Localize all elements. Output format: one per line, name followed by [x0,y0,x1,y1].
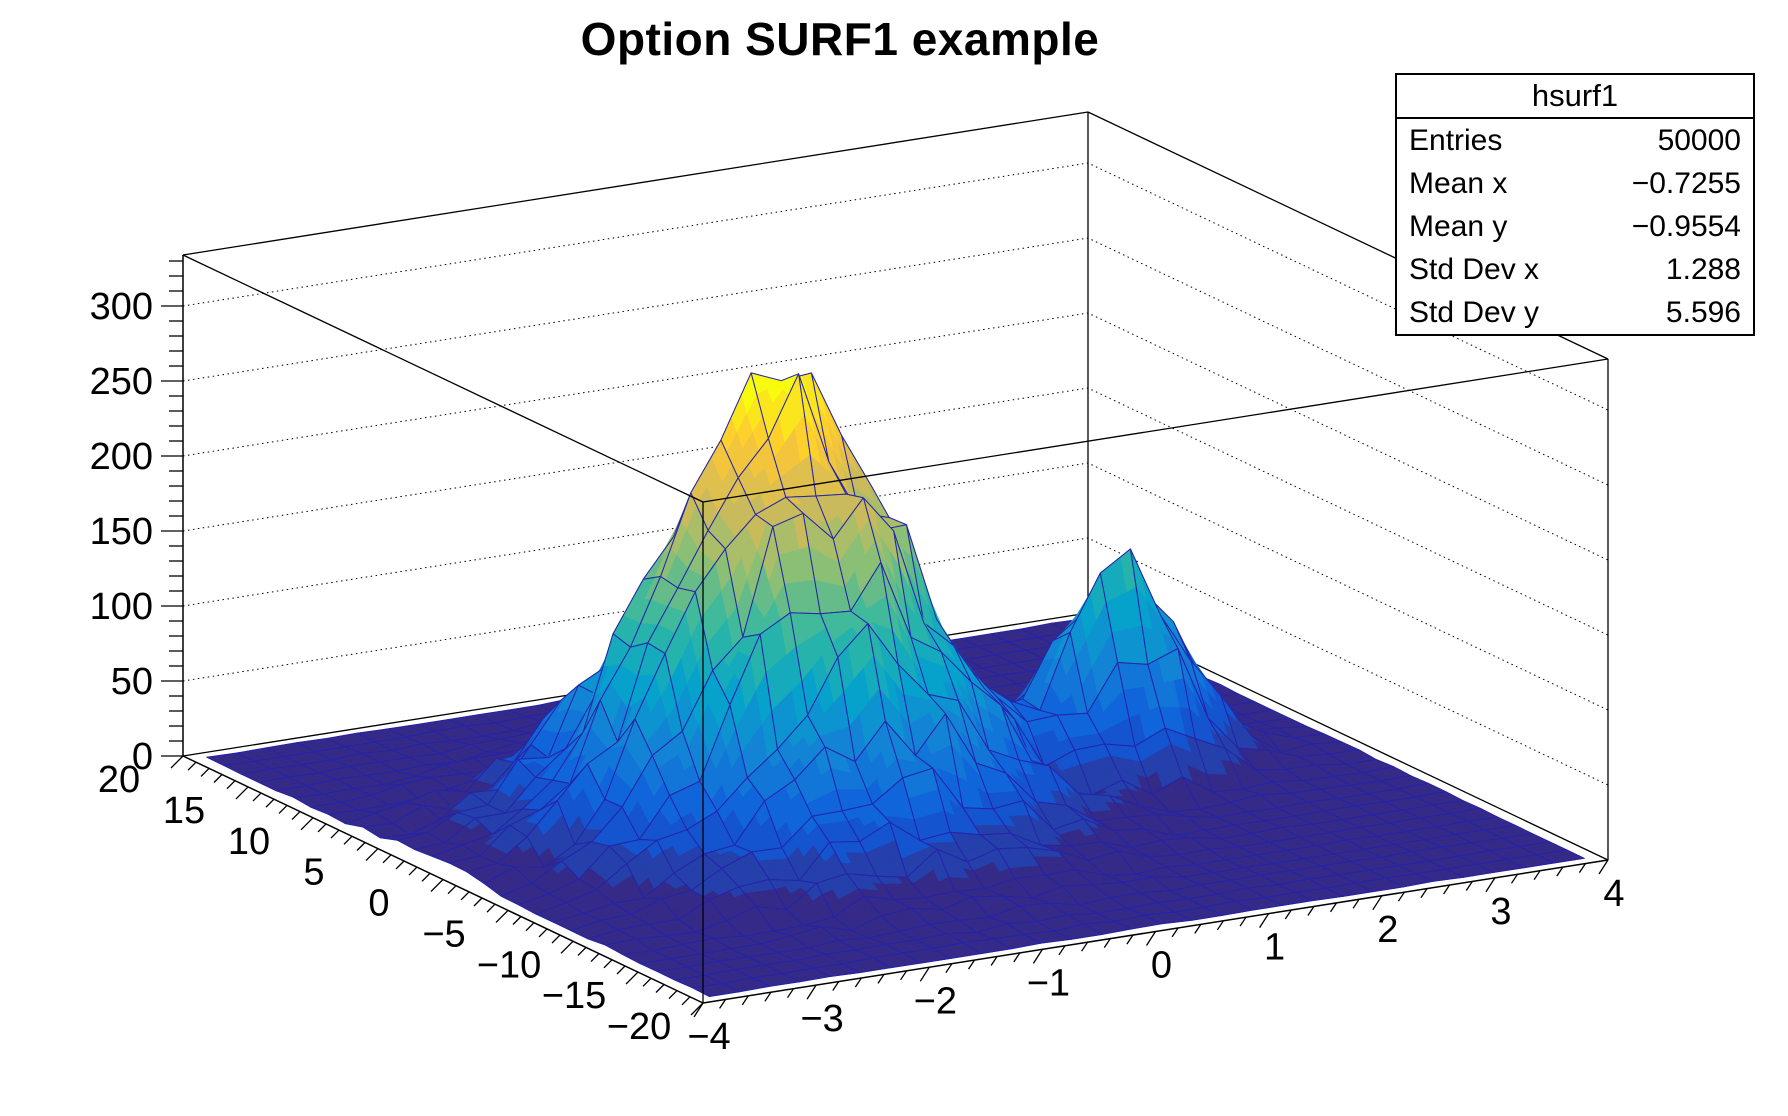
z-gridline [182,387,1609,636]
frame-back [182,111,1609,861]
z-gridline [182,237,1609,486]
frame-edge [182,111,1089,256]
z-gridline [182,537,1609,786]
z-gridline [182,312,1609,561]
surface-mesh [205,371,1586,997]
z-gridline [182,462,1609,711]
